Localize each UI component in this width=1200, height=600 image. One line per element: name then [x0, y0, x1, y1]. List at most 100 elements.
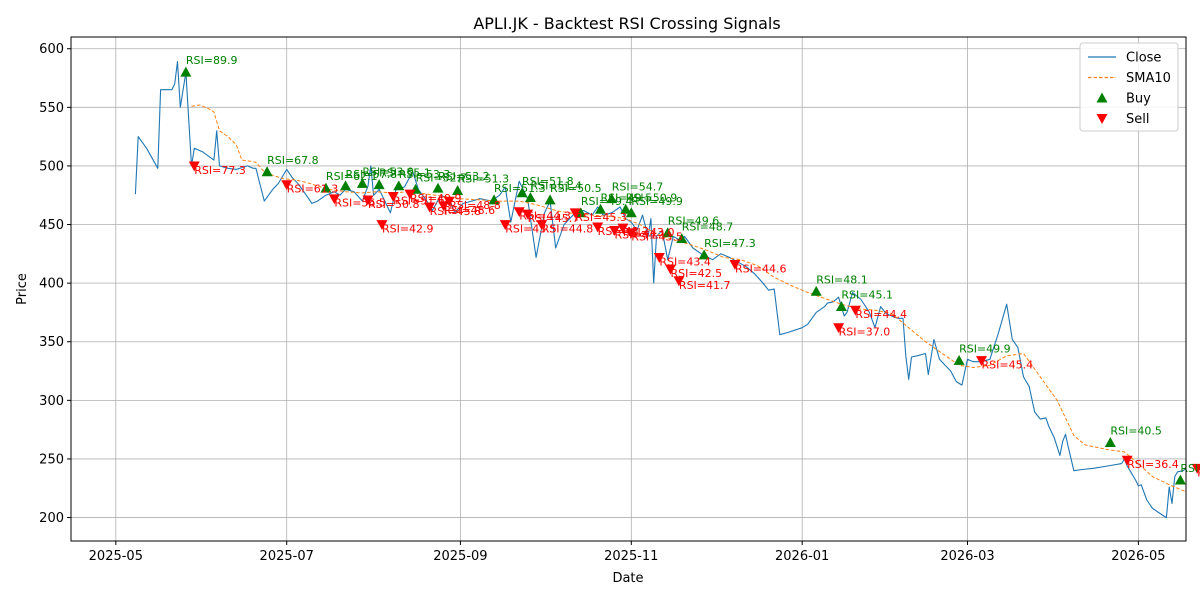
y-axis: 200 250 300 350 400 450 500 550 600 — [39, 42, 71, 526]
grid-lines — [71, 37, 1186, 541]
x-tick-label: 2026-05 — [1111, 549, 1165, 564]
buy-marker — [180, 66, 192, 77]
sell-marker — [513, 207, 525, 218]
sell-marker — [362, 195, 374, 206]
buy-marker — [606, 193, 618, 204]
buy-marker — [393, 180, 405, 191]
buy-annotation: RSI=51.3 — [458, 173, 510, 186]
y-tick-label: 400 — [39, 277, 64, 292]
sell-annotation: RSI=45.3 — [575, 211, 627, 224]
buy-marker — [320, 182, 332, 193]
sell-marker — [376, 220, 388, 231]
series-line-close — [134, 61, 1186, 519]
buy-marker — [1104, 437, 1116, 447]
y-tick-label: 600 — [39, 42, 64, 57]
sell-marker — [617, 223, 629, 234]
x-tick-label: 2026-01 — [775, 549, 829, 564]
sell-marker — [281, 180, 293, 191]
sell-annotation: RSI=77.3 — [194, 164, 246, 177]
buy-annotation: RSI=62.1 — [326, 170, 378, 183]
sell-marker — [833, 323, 845, 334]
legend-swatch-sell — [1096, 114, 1108, 124]
x-tick-label: 2025-07 — [260, 549, 314, 564]
sell-marker — [499, 220, 511, 231]
buy-annotation: RSI=40.5 — [1110, 425, 1162, 438]
legend-label: Sell — [1126, 112, 1149, 127]
buy-marker — [676, 233, 688, 243]
buy-annotation: RSI=67.8 — [267, 154, 319, 167]
x-axis-title: Date — [612, 571, 643, 586]
plot-area: RSI=89.9 RSI=67.8 RSI=62.1RSI=57.8RSI=53.0… — [134, 54, 1200, 519]
buy-annotation: RSI=51.3 — [494, 182, 546, 195]
sell-marker — [387, 192, 399, 202]
sell-annotation: RSI=49.9 — [410, 192, 462, 205]
buy-annotation: RSI=49.5 — [600, 191, 652, 204]
y-tick-label: 550 — [39, 101, 64, 116]
buy-marker — [261, 166, 273, 177]
sell-annotation: RSI=44.4 — [855, 308, 907, 321]
buy-marker — [373, 179, 385, 190]
sell-marker — [665, 264, 677, 275]
buy-annotation: RSI=57.8 — [346, 168, 398, 181]
buy-annotation: RSI=53.2 — [438, 170, 490, 183]
legend-item-close: Close — [1088, 51, 1161, 66]
buy-annotation: RSI=49.9 — [959, 342, 1011, 355]
sell-marker — [522, 209, 534, 220]
sell-marker — [328, 194, 340, 205]
x-tick-label: 2026-03 — [940, 549, 994, 564]
sell-annotation: RSI=44.3 — [519, 210, 571, 223]
sell-annotation: RSI=43.0 — [623, 226, 675, 239]
sell-annotation: RSI=36.4 — [1127, 458, 1179, 471]
buy-annotation: RSI=51.4 — [530, 180, 582, 193]
sell-annotation: RSI=43.4 — [659, 255, 711, 268]
legend: Close SMA10 Buy Sell — [1079, 42, 1179, 132]
buy-annotation: RSI=48.7 — [682, 221, 734, 234]
series-line-sma10 — [191, 104, 1186, 493]
buy-annotation: RSI=45.1 — [841, 289, 893, 302]
chart-title: APLI.JK - Backtest RSI Crossing Signals — [473, 14, 780, 33]
x-tick-label: 2025-09 — [433, 549, 487, 564]
sell-annotation: RSI=44.6 — [735, 262, 787, 275]
buy-marker — [432, 182, 444, 193]
sell-annotation: RSI=44.1 — [614, 228, 666, 241]
buy-annotation: RSI=51.8 — [522, 175, 574, 188]
buy-marker — [835, 301, 847, 311]
sell-annotation: RSI=43.5 — [505, 223, 557, 236]
buy-marker — [516, 187, 528, 198]
sell-annotation: RSI=44.8 — [542, 223, 594, 236]
sell-marker — [1191, 463, 1200, 474]
y-tick-label: 500 — [39, 159, 64, 174]
buy-annotation: RSI=49.4 — [581, 195, 633, 208]
buy-marker — [340, 180, 352, 191]
axes-frame — [70, 36, 1187, 542]
buy-annotation: RSI=49.6 — [668, 215, 720, 228]
buy-annotation: RSI=48.1 — [816, 273, 868, 286]
sell-annotation: RSI=43.5 — [631, 231, 683, 244]
sell-annotation: RSI=56.5 — [334, 197, 386, 210]
legend-swatch-buy — [1096, 92, 1108, 103]
buy-annotation: RSI=47.3 — [704, 237, 756, 250]
buy-annotation: RSI=49.9 — [631, 195, 683, 208]
buy-marker — [810, 285, 822, 296]
buy-marker — [356, 178, 368, 188]
sell-marker — [424, 202, 436, 213]
sell-marker — [653, 252, 665, 263]
sell-annotation: RSI=37.0 — [839, 326, 891, 339]
sell-marker — [849, 305, 861, 316]
sell-marker — [536, 220, 548, 231]
sell-annotation: RSI=48.6 — [444, 204, 496, 217]
sell-annotation: RSI=41.7 — [679, 279, 731, 292]
sell-marker — [404, 189, 416, 200]
buy-annotation: RSI=53.3 — [399, 168, 451, 181]
sell-annotation: RSI=51.6 — [393, 194, 445, 207]
x-tick-label: 2025-05 — [89, 549, 143, 564]
buy-marker — [620, 203, 632, 214]
buy-annotation: RSI=42.5 — [1180, 462, 1200, 475]
legend-label: SMA10 — [1126, 71, 1171, 86]
legend-box — [1079, 42, 1179, 132]
sell-annotation: RSI=45.4 — [981, 358, 1033, 371]
buy-marker — [524, 192, 536, 202]
legend-item-sell: Sell — [1096, 112, 1149, 127]
legend-item-buy: Buy — [1096, 92, 1151, 107]
